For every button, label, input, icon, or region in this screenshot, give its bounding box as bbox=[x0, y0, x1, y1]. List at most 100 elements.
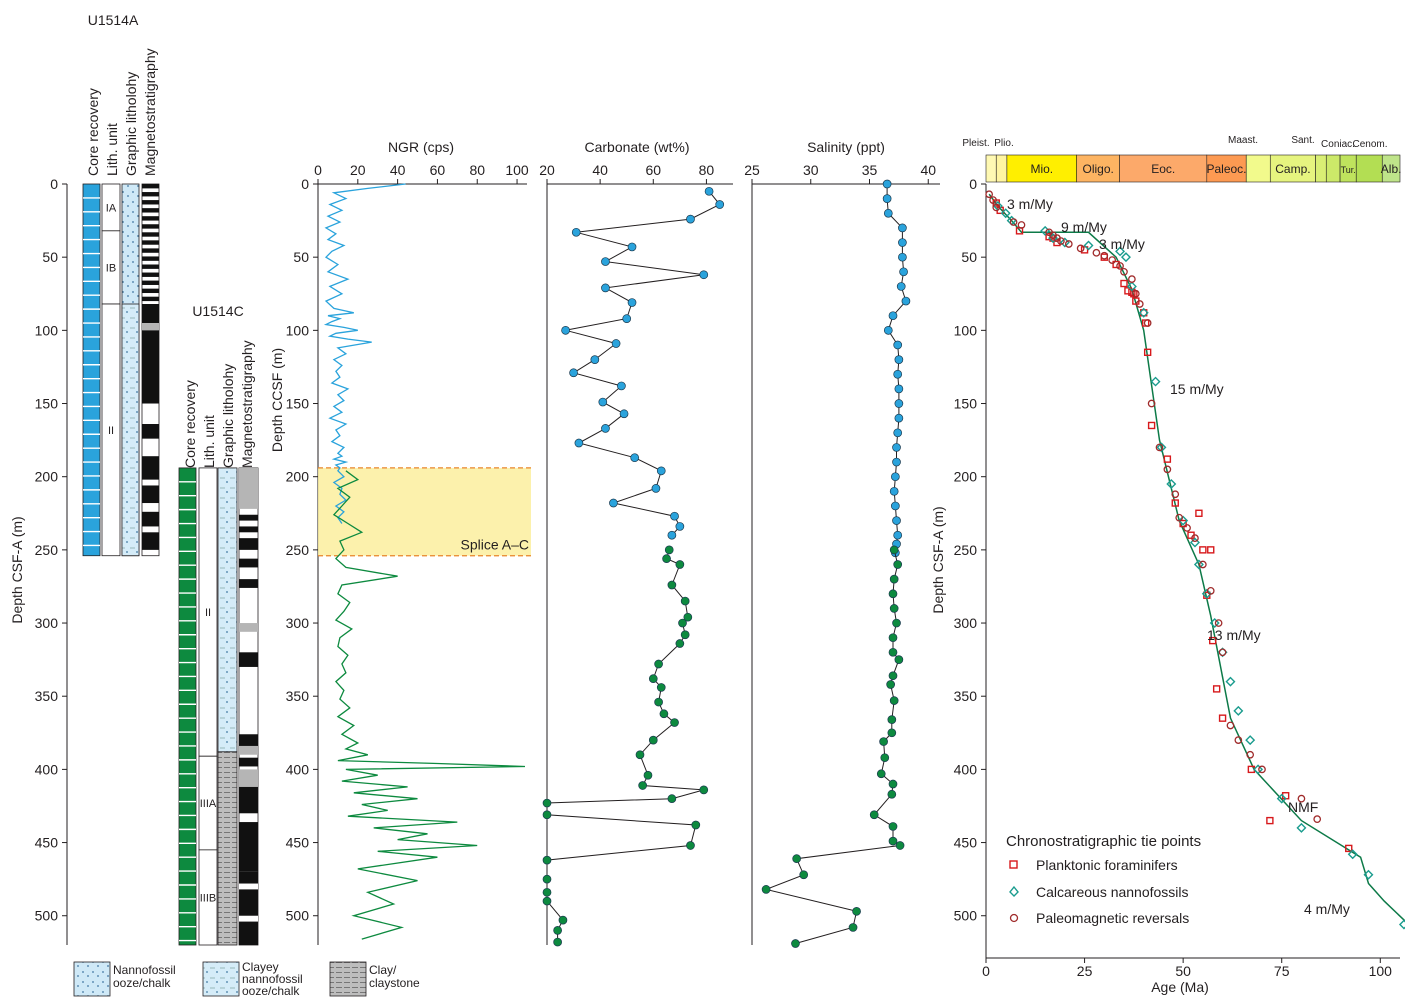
hole-a-lith-unit bbox=[101, 303, 121, 557]
salinity-data-point bbox=[888, 311, 898, 321]
timescale-band bbox=[985, 154, 997, 183]
paleomag-tie-point bbox=[1163, 465, 1172, 474]
timescale-band bbox=[1206, 154, 1247, 183]
age-x-tick-label: 50 bbox=[1175, 963, 1191, 979]
rate-label: 3 m/My bbox=[1007, 196, 1053, 212]
foraminifer-tie-point bbox=[1266, 816, 1274, 825]
carbonate-data-point bbox=[667, 530, 677, 540]
carbonate-data-point bbox=[667, 794, 677, 804]
age-y-tick-label: 350 bbox=[954, 688, 978, 704]
salinity-data-point bbox=[889, 486, 899, 496]
age-y-tick-label: 300 bbox=[954, 615, 978, 631]
age-y-tick-label: 450 bbox=[954, 835, 978, 851]
carbonate-data-point bbox=[651, 484, 661, 493]
age-y-tick-label: 150 bbox=[954, 396, 978, 412]
carbonate-data-point bbox=[680, 630, 690, 640]
legend-nannofossil-symbol bbox=[1009, 885, 1019, 897]
nannofossil-tie-point bbox=[1166, 479, 1177, 489]
hole-a-columns: U1514A Core recovery Lith. unit Graphic … bbox=[82, 12, 160, 557]
rate-label: 3 m/My bbox=[1099, 236, 1145, 252]
carbonate-data-point bbox=[675, 639, 685, 648]
salinity-data-point bbox=[893, 560, 903, 569]
hole-c-header-graphic: Graphic litholohy bbox=[220, 364, 236, 468]
salinity-data-point bbox=[886, 680, 896, 689]
hole-a-graphic-clayey bbox=[121, 303, 140, 557]
left-axis-tick-label: 100 bbox=[35, 322, 59, 338]
carbonate-data-point bbox=[654, 659, 663, 669]
ngr-y-tick-label: 450 bbox=[286, 835, 310, 851]
hole-c-mag-interval bbox=[239, 623, 258, 632]
salinity-data-point bbox=[799, 870, 809, 880]
hole-a-mag-interval bbox=[142, 232, 159, 237]
nannofossil-tie-point bbox=[1115, 246, 1126, 257]
salinity-data-point bbox=[901, 296, 911, 306]
carbonate-x-tick-label: 60 bbox=[645, 162, 661, 178]
ngr-x-tick-label: 80 bbox=[469, 162, 485, 178]
salinity-panel: Salinity (ppt) 25 30 35 40 bbox=[744, 139, 940, 948]
foraminifer-tie-point bbox=[1195, 509, 1203, 517]
ngr-x-tick-label: 40 bbox=[390, 162, 406, 178]
carbonate-data-point bbox=[662, 554, 671, 563]
paleomag-tie-point bbox=[1116, 262, 1124, 270]
carbonate-data-point bbox=[664, 545, 674, 555]
hole-c-mag-interval bbox=[239, 745, 258, 755]
legend-entry-label: Paleomagnetic reversals bbox=[1036, 910, 1189, 926]
salinity-data-point bbox=[887, 715, 897, 724]
salinity-data-point bbox=[898, 238, 907, 247]
salinity-data-point bbox=[883, 208, 893, 218]
paleomag-tie-point bbox=[1143, 319, 1152, 327]
nannofossil-tie-point bbox=[1201, 588, 1212, 599]
ngr-x-tick-label: 100 bbox=[505, 162, 529, 178]
carbonate-data-point bbox=[667, 580, 677, 590]
salinity-data-point bbox=[876, 769, 886, 779]
timescale-band bbox=[1355, 154, 1383, 183]
foraminifer-tie-point bbox=[1209, 636, 1217, 645]
timescale-band bbox=[1315, 154, 1327, 183]
rate-label: 13 m/My bbox=[1207, 627, 1261, 643]
hole-a-mag-interval bbox=[142, 330, 159, 404]
carbonate-data-point bbox=[574, 438, 584, 448]
foraminifer-tie-point bbox=[1163, 455, 1172, 463]
salinity-data-point bbox=[882, 194, 892, 203]
carbonate-data-point bbox=[601, 424, 610, 433]
carbonate-data-point bbox=[691, 820, 701, 830]
foraminifer-tie-point bbox=[1112, 260, 1120, 269]
hole-a-mag-interval bbox=[142, 304, 159, 324]
foraminifer-tie-point bbox=[1143, 348, 1152, 356]
hole-c-lith-units: II IIIA IIIB bbox=[198, 467, 218, 946]
timescale-band bbox=[1269, 154, 1316, 183]
carbonate-data-point bbox=[627, 242, 637, 252]
carbonate-data-point bbox=[542, 896, 552, 906]
carbonate-x-tick-label: 20 bbox=[539, 162, 555, 178]
paleomag-tie-point bbox=[1092, 248, 1101, 257]
legend-entry-label: Planktonic foraminifers bbox=[1036, 857, 1178, 873]
salinity-data-point bbox=[791, 939, 800, 948]
carbonate-data-point bbox=[542, 874, 552, 884]
carbonate-data-point bbox=[686, 214, 695, 224]
hole-c-mag-interval bbox=[239, 871, 258, 945]
carbonate-data-point bbox=[648, 674, 658, 684]
salinity-data-point bbox=[887, 728, 897, 738]
left-axis-tick-label: 400 bbox=[35, 761, 59, 777]
splice-band bbox=[318, 467, 531, 556]
nannofossil-tie-point bbox=[1245, 735, 1256, 746]
legend-swatch-clay bbox=[329, 961, 367, 997]
ngr-ylabel: Depth CCSF (m) bbox=[269, 348, 285, 452]
timescale-label: Alb. bbox=[1381, 162, 1402, 176]
nannofossil-tie-point bbox=[1193, 559, 1204, 570]
salinity-data-point bbox=[893, 340, 903, 350]
carbonate-data-point bbox=[622, 314, 632, 323]
paleomag-tie-point bbox=[1206, 586, 1215, 595]
carbonate-data-point bbox=[680, 596, 690, 606]
hole-c-graphic-clayey bbox=[217, 467, 238, 753]
hole-a-mag-interval bbox=[142, 248, 159, 253]
nannofossil-tie-point bbox=[1059, 237, 1070, 248]
hole-c-mag-interval bbox=[239, 514, 258, 521]
salinity-data-point bbox=[889, 545, 899, 555]
nannofossil-tie-point bbox=[1083, 240, 1094, 251]
timescale-band bbox=[1245, 154, 1271, 183]
carbonate-data-point bbox=[686, 841, 695, 850]
paleomag-tie-point bbox=[1076, 244, 1085, 253]
ngr-y-tick-label: 400 bbox=[286, 761, 310, 777]
